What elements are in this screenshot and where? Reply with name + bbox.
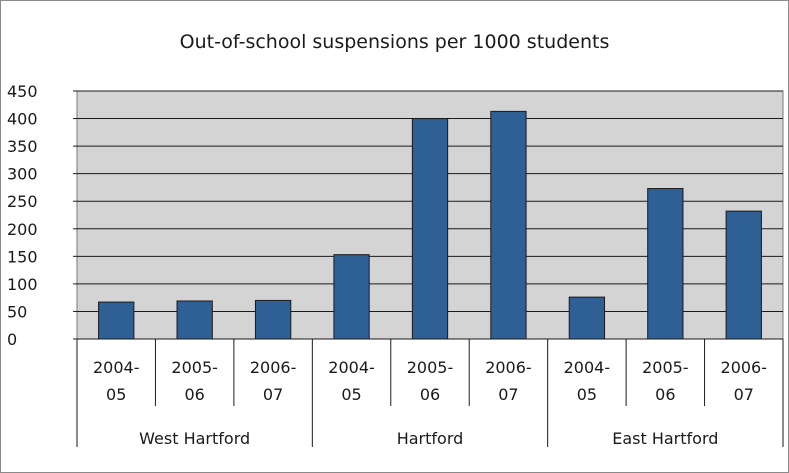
y-tick-label: 100	[7, 275, 38, 294]
x-category-label-line2: 07	[498, 385, 518, 404]
x-category-label-line1: 2004-	[93, 358, 140, 377]
x-category-label-line2: 05	[341, 385, 361, 404]
x-category-label-line2: 06	[184, 385, 204, 404]
x-category-label-line2: 06	[655, 385, 675, 404]
x-category-label-line2: 05	[577, 385, 597, 404]
x-category-label-line1: 2005-	[171, 358, 218, 377]
x-category-label-line2: 05	[106, 385, 126, 404]
y-tick-label: 300	[7, 165, 38, 184]
x-category-label-line1: 2004-	[564, 358, 611, 377]
group-label: West Hartford	[139, 429, 250, 448]
group-label: East Hartford	[612, 429, 718, 448]
y-tick-label: 400	[7, 110, 38, 129]
bar	[490, 110, 527, 340]
x-category-label-line2: 06	[420, 385, 440, 404]
y-axis-ticks: 0 50 100 150 200 250 300 350 400 450	[7, 82, 77, 349]
y-tick-label: 50	[7, 302, 27, 321]
x-category-label-line2: 07	[734, 385, 754, 404]
bar	[647, 188, 684, 340]
bar	[98, 301, 135, 340]
bar	[725, 210, 762, 340]
y-tick-label: 450	[7, 82, 38, 101]
y-tick-label: 250	[7, 192, 38, 211]
y-tick-label: 0	[7, 330, 17, 349]
x-category-label-line1: 2006-	[250, 358, 297, 377]
x-category-label-line1: 2006-	[485, 358, 532, 377]
x-category-label-line1: 2006-	[721, 358, 768, 377]
y-tick-label: 350	[7, 137, 38, 156]
chart-title: Out-of-school suspensions per 1000 stude…	[179, 31, 610, 53]
x-category-label-line1: 2004-	[328, 358, 375, 377]
bar	[254, 299, 292, 340]
x-axis: 2004- 05 2005- 06 2006- 07 West Hartford 2004- 0…	[76, 339, 784, 448]
group-label: Hartford	[397, 429, 464, 448]
bar	[176, 300, 213, 340]
y-tick-label: 150	[7, 247, 38, 266]
bar	[333, 254, 370, 340]
x-category-label-line2: 07	[263, 385, 283, 404]
bars	[98, 110, 762, 340]
y-tick-label: 200	[7, 220, 38, 239]
x-category-label-line1: 2005-	[642, 358, 689, 377]
bar	[568, 296, 606, 340]
x-category-label-line1: 2005-	[407, 358, 454, 377]
bar	[411, 118, 449, 340]
